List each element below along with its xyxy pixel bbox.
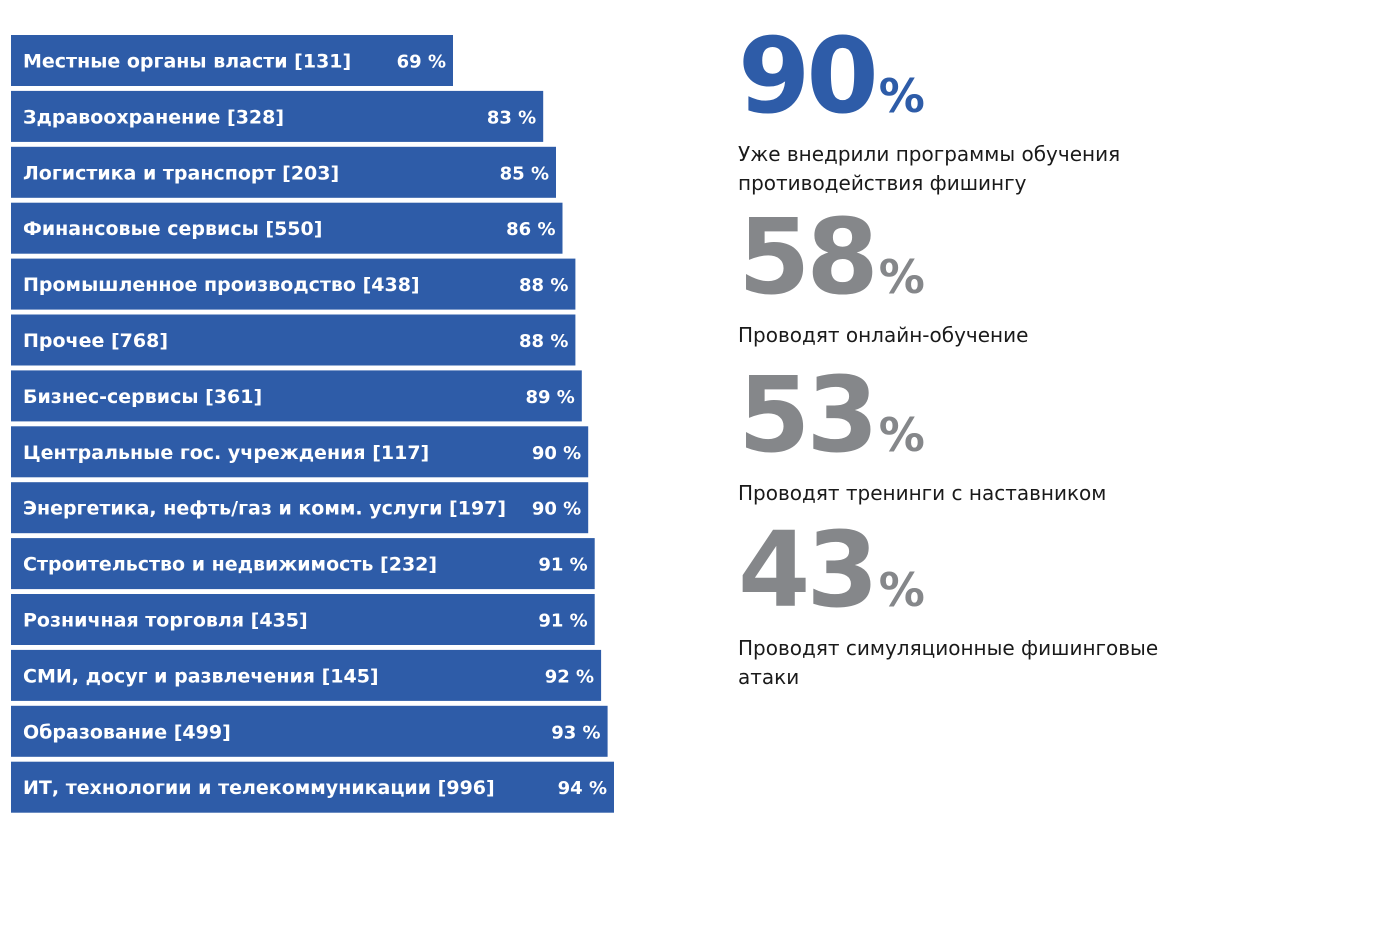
bar-label-9: Энергетика, нефть/газ и комм. услуги [19… bbox=[23, 498, 506, 520]
bar-label-3: Логистика и транспорт [203] bbox=[23, 162, 339, 184]
bar-9 bbox=[11, 482, 589, 534]
bar-label-10: Строительство и недвижимость [232] bbox=[23, 554, 437, 576]
bar-value-label-1: 69 % bbox=[397, 52, 446, 73]
bar-label-7: Бизнес-сервисы [361] bbox=[23, 386, 262, 408]
stat-unit-4: % bbox=[878, 563, 925, 617]
bar-value-label-7: 89 % bbox=[525, 387, 574, 408]
bar-chart: Местные органы власти [131] 69 % Здравоохр… bbox=[11, 35, 614, 813]
bar-8 bbox=[11, 426, 589, 478]
stat-unit-3: % bbox=[878, 408, 925, 462]
stat-description-1: Уже внедрили программы обучения противод… bbox=[738, 142, 1121, 195]
bar-label-13: Образование [499] bbox=[23, 721, 231, 743]
stat-value-1: 90 bbox=[738, 15, 879, 137]
stat-value-2: 58 bbox=[738, 196, 879, 318]
bar-label-12: СМИ, досуг и развлечения [145] bbox=[23, 665, 379, 687]
stat-value-3: 53 bbox=[738, 354, 879, 476]
bar-label-14: ИТ, технологии и телекоммуникации [996] bbox=[23, 777, 495, 799]
bar-value-label-2: 83 % bbox=[487, 107, 536, 128]
bar-value-label-3: 85 % bbox=[500, 163, 549, 184]
bar-value-label-9: 90 % bbox=[532, 499, 581, 520]
bar-value-label-5: 88 % bbox=[519, 275, 568, 296]
stat-number-1: 90% bbox=[738, 24, 1358, 128]
bar-label-4: Финансовые сервисы [550] bbox=[23, 218, 322, 240]
bar-value-label-4: 86 % bbox=[506, 219, 555, 240]
stat-number-4: 43% bbox=[738, 518, 1358, 622]
bar-value-label-11: 91 % bbox=[538, 611, 587, 632]
stat-number-2: 58% bbox=[738, 205, 1358, 309]
bar-11 bbox=[11, 594, 595, 645]
bar-value-label-12: 92 % bbox=[545, 666, 594, 687]
bar-2 bbox=[11, 90, 544, 142]
bar-label-5: Промышленное производство [438] bbox=[23, 274, 420, 296]
bar-7 bbox=[11, 370, 582, 422]
bar-value-label-10: 91 % bbox=[538, 555, 587, 576]
stat-block-1: 90% Уже внедрили программы обучения прот… bbox=[738, 24, 1358, 198]
stat-block-4: 43% Проводят симуляционные фишинговые ат… bbox=[738, 518, 1358, 692]
bar-12 bbox=[11, 649, 602, 701]
stat-description-4: Проводят симуляционные фишинговые атаки bbox=[738, 636, 1159, 689]
bar-value-label-6: 88 % bbox=[519, 331, 568, 352]
bar-1 bbox=[11, 35, 453, 86]
stat-unit-2: % bbox=[878, 250, 925, 304]
stat-block-3: 53% Проводят тренинги с наставником bbox=[738, 363, 1358, 508]
bar-value-label-13: 93 % bbox=[551, 722, 600, 743]
bar-value-label-8: 90 % bbox=[532, 443, 581, 464]
bar-label-8: Центральные гос. учреждения [117] bbox=[23, 442, 429, 464]
bar-label-11: Розничная торговля [435] bbox=[23, 610, 308, 632]
bar-3 bbox=[11, 146, 556, 198]
bar-value-label-14: 94 % bbox=[558, 778, 607, 799]
bar-label-2: Здравоохранение [328] bbox=[23, 106, 284, 128]
stat-description-2: Проводят онлайн-обучение bbox=[738, 323, 1029, 347]
stat-value-4: 43 bbox=[738, 509, 879, 631]
bar-5 bbox=[11, 258, 576, 310]
bar-14 bbox=[11, 761, 614, 813]
stat-number-3: 53% bbox=[738, 363, 1358, 467]
bar-13 bbox=[11, 705, 608, 757]
bar-10 bbox=[11, 538, 595, 590]
stat-block-2: 58% Проводят онлайн-обучение bbox=[738, 205, 1358, 350]
stat-unit-1: % bbox=[878, 69, 925, 123]
bar-6 bbox=[11, 314, 576, 366]
bar-label-1: Местные органы власти [131] bbox=[23, 51, 351, 73]
bar-4 bbox=[11, 202, 563, 254]
stat-description-3: Проводят тренинги с наставником bbox=[738, 481, 1107, 505]
bar-label-6: Прочее [768] bbox=[23, 330, 168, 352]
